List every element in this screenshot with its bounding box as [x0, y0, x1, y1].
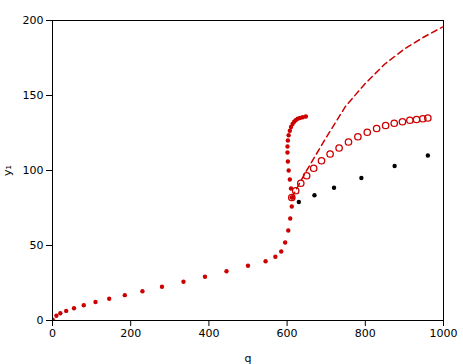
- svg-text:200: 200: [120, 327, 141, 340]
- svg-text:1000: 1000: [430, 327, 458, 340]
- svg-text:600: 600: [277, 327, 298, 340]
- svg-text:400: 400: [198, 327, 219, 340]
- svg-text:100: 100: [23, 164, 44, 177]
- svg-text:150: 150: [23, 89, 44, 102]
- svg-text:200: 200: [23, 14, 44, 27]
- svg-text:800: 800: [355, 327, 376, 340]
- svg-text:q: q: [245, 352, 252, 364]
- svg-text:y₁: y₁: [1, 165, 14, 176]
- svg-text:0: 0: [49, 327, 56, 340]
- svg-text:0: 0: [37, 314, 44, 327]
- svg-text:50: 50: [30, 239, 44, 252]
